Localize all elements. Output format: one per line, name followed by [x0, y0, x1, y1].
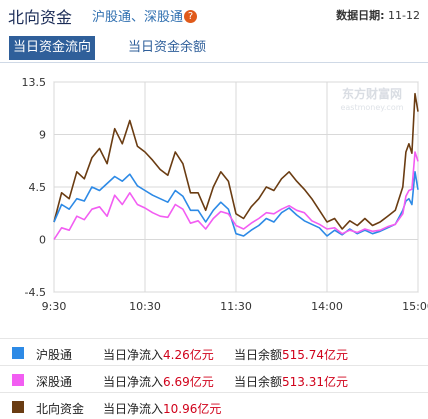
panel-header: 北向资金 沪股通、深股通? 数据日期: 11-12	[0, 0, 428, 32]
x-tick-label: 14:00	[311, 300, 343, 313]
y-tick-label: 0	[39, 234, 46, 247]
watermark-name: 东方财富网	[342, 86, 402, 101]
hgt-series-line	[53, 171, 419, 237]
sgt-flow-value: 6.69亿元	[163, 375, 214, 389]
hgt-swatch	[12, 347, 24, 359]
help-icon[interactable]: ?	[184, 10, 198, 23]
north-series-line	[53, 92, 419, 230]
x-tick-label: 9:30	[42, 300, 67, 313]
legend-row-sgt: 深股通 当日净流入6.69亿元 当日余额513.31亿元	[0, 368, 428, 392]
north-flow: 当日净流入10.96亿元	[103, 400, 221, 417]
data-date: 数据日期: 11-12	[336, 7, 420, 23]
panel-title: 北向资金	[8, 8, 73, 27]
hgt-flow-value: 4.26亿元	[163, 348, 214, 362]
sgt-flow-label: 当日净流入	[103, 375, 164, 389]
hgt-flow: 当日净流入4.26亿元	[103, 346, 214, 363]
legend-row-hgt: 沪股通 当日净流入4.26亿元 当日余额515.74亿元	[0, 341, 428, 365]
y-tick-label: 4.5	[29, 181, 47, 194]
north-swatch	[12, 401, 24, 413]
x-tick-label: 11:30	[220, 300, 252, 313]
sgt-name: 深股通	[36, 375, 73, 389]
hgt-balance-value: 515.74亿元	[282, 348, 349, 362]
legend-divider	[0, 392, 428, 393]
sgt-balance-label: 当日余额	[234, 375, 283, 389]
legend-divider	[0, 338, 428, 339]
data-date-value: 11-12	[388, 9, 420, 22]
sgt-balance: 当日余额513.31亿元	[234, 373, 348, 390]
y-tick-label: 9	[39, 129, 46, 142]
x-axis: 9:30 10:30 11:30 14:00 15:00	[42, 300, 428, 313]
north-name: 北向资金	[36, 402, 85, 416]
tab-daily-flow[interactable]: 当日资金流向	[9, 36, 96, 60]
hgt-name: 沪股通	[36, 348, 73, 362]
legend-divider	[0, 365, 428, 366]
watermark: 东方财富网 eastmoney.com	[340, 86, 403, 112]
chart-grid	[53, 81, 419, 293]
north-flow-value: 10.96亿元	[163, 402, 222, 416]
hgt-flow-label: 当日净流入	[103, 348, 164, 362]
connect-subtitle-text: 沪股通、深股通	[92, 10, 184, 25]
tab-bar: 当日资金流向 当日资金余额	[0, 36, 428, 62]
chart-series	[53, 92, 419, 240]
flow-line-chart: 东方财富网 eastmoney.com 13.5 9 4.5 0 -4.5 9:30 10…	[22, 76, 428, 313]
legend-row-north: 北向资金 当日净流入10.96亿元	[0, 395, 428, 419]
sgt-flow: 当日净流入6.69亿元	[103, 373, 214, 390]
tab-daily-balance[interactable]: 当日资金余额	[128, 40, 207, 55]
hgt-balance: 当日余额515.74亿元	[234, 346, 348, 363]
hgt-balance-label: 当日余额	[234, 348, 283, 362]
sgt-swatch	[12, 374, 24, 386]
sgt-balance-value: 513.31亿元	[282, 375, 349, 389]
tab-divider	[0, 62, 428, 63]
y-tick-label: -4.5	[25, 286, 46, 299]
x-tick-label: 15:00	[402, 300, 428, 313]
connect-subtitle[interactable]: 沪股通、深股通?	[92, 6, 198, 25]
data-date-label: 数据日期:	[336, 9, 385, 22]
sgt-series-line	[53, 151, 419, 240]
north-flow-label: 当日净流入	[103, 402, 164, 416]
y-axis: 13.5 9 4.5 0 -4.5	[22, 76, 47, 299]
x-tick-label: 10:30	[129, 300, 161, 313]
y-tick-label: 13.5	[22, 76, 47, 89]
watermark-domain: eastmoney.com	[340, 103, 403, 112]
